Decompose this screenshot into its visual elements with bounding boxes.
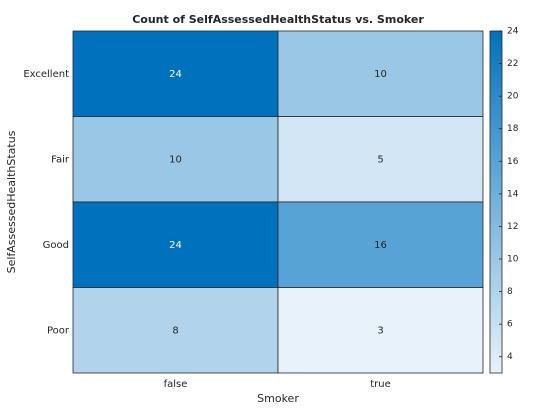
cell — [277, 116, 484, 203]
cell — [72, 201, 279, 288]
colorbar-tick-label: 16 — [507, 157, 519, 167]
x-axis-label: Smoker — [257, 392, 299, 405]
cell-label: 8 — [172, 325, 178, 336]
y-tick-label: Poor — [47, 325, 70, 336]
y-axis-label: SelfAssessedHealthStatus — [5, 130, 18, 273]
cell — [72, 287, 279, 374]
cell — [277, 30, 484, 117]
colorbar-tick-label: 6 — [507, 320, 513, 330]
colorbar-tick-label: 20 — [507, 92, 519, 102]
cell-label: 10 — [374, 69, 387, 80]
cell-label: 3 — [377, 325, 383, 336]
cell — [72, 116, 279, 203]
colorbar-tick-label: 8 — [507, 287, 513, 297]
cell — [277, 201, 484, 288]
colorbar-tick-label: 14 — [507, 189, 519, 199]
colorbar-tick-label: 12 — [507, 222, 518, 232]
colorbar-tick-label: 4 — [507, 352, 513, 362]
cell — [72, 30, 279, 117]
x-tick-label: true — [370, 379, 391, 390]
cell-label: 24 — [169, 240, 182, 251]
y-tick-label: Excellent — [23, 69, 69, 80]
y-tick-label: Fair — [51, 154, 70, 165]
cell-label: 10 — [169, 154, 182, 165]
colorbar-tick-label: 22 — [507, 59, 518, 69]
x-tick-label: false — [164, 379, 188, 390]
y-tick-label: Good — [43, 240, 69, 251]
cell-label: 5 — [377, 154, 383, 165]
chart-title: Count of SelfAssessedHealthStatus vs. Sm… — [132, 13, 424, 26]
colorbar-tick-label: 18 — [507, 124, 519, 134]
cell-label: 24 — [169, 69, 182, 80]
colorbar-tick-label: 24 — [507, 27, 519, 37]
cell-label: 16 — [374, 240, 387, 251]
cell — [277, 287, 484, 374]
colorbar-tick-label: 10 — [507, 255, 519, 265]
colorbar — [489, 30, 503, 374]
